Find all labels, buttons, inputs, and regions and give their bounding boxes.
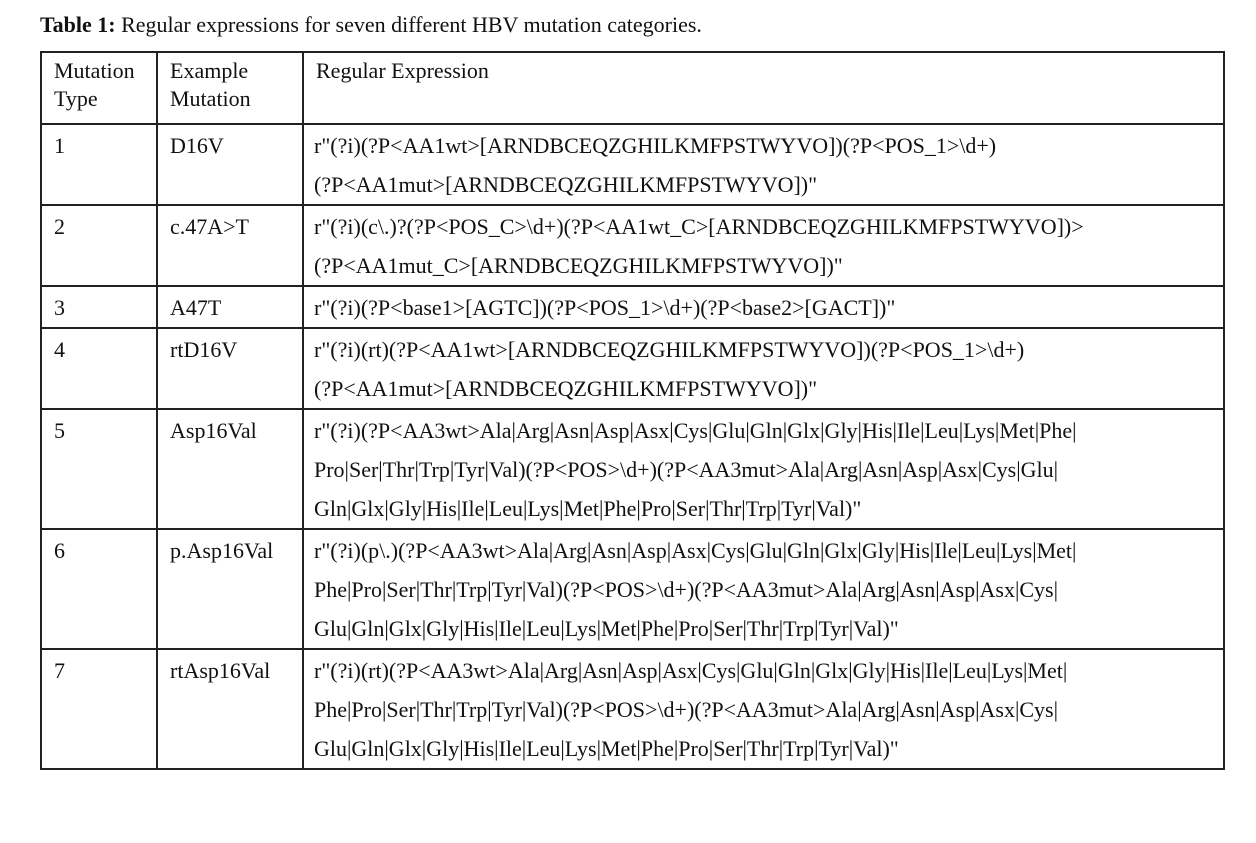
regex-line: (?P<AA1mut>[ARNDBCEQZGHILKMFPSTWYVO])" xyxy=(314,376,818,401)
regex-line: r"(?i)(?P<AA1wt>[ARNDBCEQZGHILKMFPSTWYVO… xyxy=(314,133,997,158)
regex-cell: r"(?i)(rt)(?P<AA3wt>Ala|Arg|Asn|Asp|Asx|… xyxy=(302,648,1225,770)
regex-line: r"(?i)(rt)(?P<AA1wt>[ARNDBCEQZGHILKMFPST… xyxy=(314,337,1025,362)
table-caption: Table 1: Regular expressions for seven d… xyxy=(40,10,702,40)
table-row: 3 A47T r"(?i)(?P<base1>[AGTC])(?P<POS_1>\d… xyxy=(40,285,1225,329)
example-mutation-cell: c.47A>T xyxy=(156,204,304,287)
header-type-line2: Type xyxy=(54,86,98,111)
table-body: 1 D16V r"(?i)(?P<AA1wt>[ARNDBCEQZGHILKMFPS… xyxy=(40,123,1225,770)
mutation-type-cell: 4 xyxy=(40,327,158,410)
caption-text: Regular expressions for seven different … xyxy=(115,12,702,37)
example-mutation-cell: Asp16Val xyxy=(156,408,304,530)
regex-line: Gln|Glx|Gly|His|Ile|Leu|Lys|Met|Phe|Pro|… xyxy=(314,496,862,521)
regex-line: Pro|Ser|Thr|Trp|Tyr|Val)(?P<POS>\d+)(?P<… xyxy=(314,457,1059,482)
mutation-type-cell: 5 xyxy=(40,408,158,530)
regex-line: Glu|Gln|Glx|Gly|His|Ile|Leu|Lys|Met|Phe|… xyxy=(314,616,899,641)
header-regular-expression: Regular Expression xyxy=(302,51,1225,125)
table-row: 4 rtD16V r"(?i)(rt)(?P<AA1wt>[ARNDBCEQZGHI… xyxy=(40,327,1225,410)
mutation-type-cell: 3 xyxy=(40,285,158,329)
regex-line: r"(?i)(?P<AA3wt>Ala|Arg|Asn|Asp|Asx|Cys|… xyxy=(314,418,1077,443)
regex-cell: r"(?i)(?P<AA1wt>[ARNDBCEQZGHILKMFPSTWYVO… xyxy=(302,123,1225,206)
header-example-line2: Mutation xyxy=(170,86,251,111)
regex-cell: r"(?i)(?P<AA3wt>Ala|Arg|Asn|Asp|Asx|Cys|… xyxy=(302,408,1225,530)
header-example-mutation: Example Mutation xyxy=(156,51,304,125)
example-mutation-cell: p.Asp16Val xyxy=(156,528,304,650)
mutation-type-cell: 2 xyxy=(40,204,158,287)
table-row: 5 Asp16Val r"(?i)(?P<AA3wt>Ala|Arg|Asn|Asp… xyxy=(40,408,1225,530)
table-row: 7 rtAsp16Val r"(?i)(rt)(?P<AA3wt>Ala|Arg|A… xyxy=(40,648,1225,770)
regex-line: r"(?i)(p\.)(?P<AA3wt>Ala|Arg|Asn|Asp|Asx… xyxy=(314,538,1077,563)
mutation-type-cell: 1 xyxy=(40,123,158,206)
regex-cell: r"(?i)(?P<base1>[AGTC])(?P<POS_1>\d+)(?P… xyxy=(302,285,1225,329)
example-mutation-cell: D16V xyxy=(156,123,304,206)
example-mutation-cell: rtAsp16Val xyxy=(156,648,304,770)
regex-line: (?P<AA1mut>[ARNDBCEQZGHILKMFPSTWYVO])" xyxy=(314,172,818,197)
mutation-type-cell: 7 xyxy=(40,648,158,770)
table-row: 2 c.47A>T r"(?i)(c\.)?(?P<POS_C>\d+)(?P<AA… xyxy=(40,204,1225,287)
header-mutation-type: Mutation Type xyxy=(40,51,158,125)
regex-line: (?P<AA1mut_C>[ARNDBCEQZGHILKMFPSTWYVO])" xyxy=(314,253,843,278)
header-example-line1: Example xyxy=(170,58,249,83)
regex-line: Phe|Pro|Ser|Thr|Trp|Tyr|Val)(?P<POS>\d+)… xyxy=(314,697,1059,722)
regex-cell: r"(?i)(c\.)?(?P<POS_C>\d+)(?P<AA1wt_C>[A… xyxy=(302,204,1225,287)
mutation-type-cell: 6 xyxy=(40,528,158,650)
regex-line: r"(?i)(rt)(?P<AA3wt>Ala|Arg|Asn|Asp|Asx|… xyxy=(314,658,1068,683)
regex-line: Glu|Gln|Glx|Gly|His|Ile|Leu|Lys|Met|Phe|… xyxy=(314,736,899,761)
regex-line: r"(?i)(?P<base1>[AGTC])(?P<POS_1>\d+)(?P… xyxy=(314,295,896,320)
regex-cell: r"(?i)(rt)(?P<AA1wt>[ARNDBCEQZGHILKMFPST… xyxy=(302,327,1225,410)
table-header-row: Mutation Type Example Mutation Regular E… xyxy=(40,51,1225,125)
table-row: 1 D16V r"(?i)(?P<AA1wt>[ARNDBCEQZGHILKMFPS… xyxy=(40,123,1225,206)
example-mutation-cell: A47T xyxy=(156,285,304,329)
regex-table: Mutation Type Example Mutation Regular E… xyxy=(40,51,1225,770)
regex-line: Phe|Pro|Ser|Thr|Trp|Tyr|Val)(?P<POS>\d+)… xyxy=(314,577,1059,602)
regex-cell: r"(?i)(p\.)(?P<AA3wt>Ala|Arg|Asn|Asp|Asx… xyxy=(302,528,1225,650)
header-type-line1: Mutation xyxy=(54,58,135,83)
table-row: 6 p.Asp16Val r"(?i)(p\.)(?P<AA3wt>Ala|Arg|… xyxy=(40,528,1225,650)
caption-label: Table 1: xyxy=(40,12,116,37)
regex-line: r"(?i)(c\.)?(?P<POS_C>\d+)(?P<AA1wt_C>[A… xyxy=(314,214,1084,239)
example-mutation-cell: rtD16V xyxy=(156,327,304,410)
